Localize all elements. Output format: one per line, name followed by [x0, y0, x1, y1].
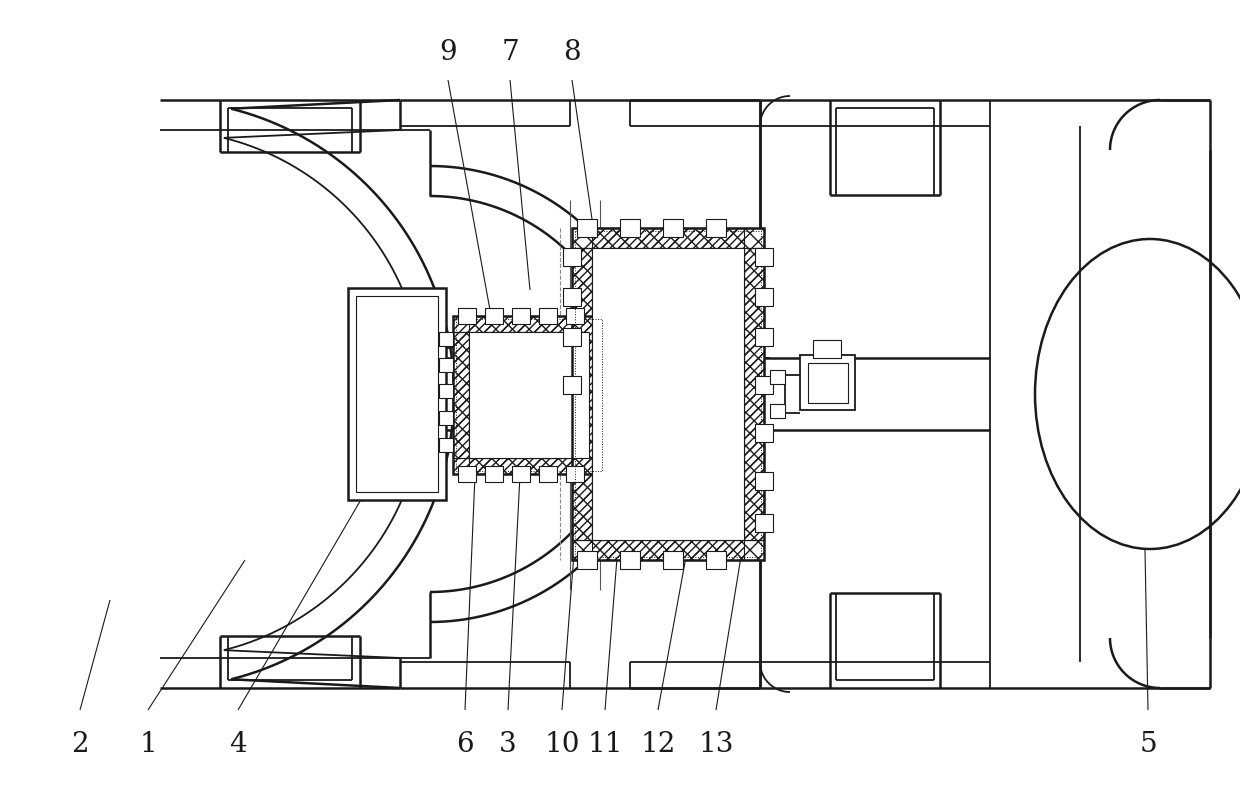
Bar — [744, 248, 764, 540]
Bar — [572, 248, 591, 540]
Bar — [575, 231, 761, 557]
Bar — [453, 332, 469, 458]
Bar — [591, 248, 744, 540]
Bar — [800, 355, 856, 410]
Bar — [620, 551, 640, 569]
Text: 13: 13 — [698, 731, 734, 759]
Bar — [539, 466, 557, 482]
Text: 1: 1 — [139, 731, 157, 759]
Text: 12: 12 — [640, 731, 676, 759]
Bar — [563, 376, 582, 394]
Bar — [663, 219, 683, 237]
Text: 10: 10 — [544, 731, 580, 759]
Bar — [755, 472, 773, 490]
Bar — [591, 228, 744, 248]
Bar — [755, 248, 773, 266]
Bar — [755, 376, 773, 394]
Text: 4: 4 — [229, 731, 247, 759]
Bar — [458, 466, 476, 482]
Bar — [663, 551, 683, 569]
Bar — [572, 540, 764, 560]
Bar — [577, 551, 596, 569]
Bar — [439, 411, 453, 425]
Bar — [589, 332, 605, 458]
Bar — [565, 308, 584, 324]
Bar — [563, 288, 582, 306]
Bar — [453, 458, 605, 474]
Bar — [485, 466, 503, 482]
Bar — [469, 316, 589, 332]
Bar — [469, 332, 589, 458]
Bar — [512, 308, 529, 324]
Bar — [456, 319, 601, 471]
Bar — [469, 458, 589, 474]
Bar — [591, 540, 744, 560]
Bar — [453, 332, 469, 458]
Bar — [439, 438, 453, 452]
Bar — [563, 248, 582, 266]
Text: 6: 6 — [456, 731, 474, 759]
Bar — [706, 551, 725, 569]
Text: 9: 9 — [439, 39, 456, 65]
Bar — [744, 248, 764, 540]
Text: 2: 2 — [71, 731, 89, 759]
Bar — [755, 424, 773, 442]
Bar — [439, 332, 453, 346]
Bar — [453, 316, 605, 332]
Bar — [539, 308, 557, 324]
Bar — [458, 308, 476, 324]
Bar — [572, 228, 764, 248]
Bar — [348, 288, 446, 500]
Bar — [770, 370, 785, 384]
Bar — [577, 219, 596, 237]
Bar — [770, 404, 785, 418]
Bar — [439, 358, 453, 372]
Bar — [439, 384, 453, 398]
Text: 3: 3 — [500, 731, 517, 759]
Bar — [808, 363, 848, 403]
Text: 8: 8 — [563, 39, 580, 65]
Bar — [755, 288, 773, 306]
Bar — [620, 219, 640, 237]
Text: 11: 11 — [588, 731, 622, 759]
Bar — [356, 296, 438, 492]
Bar — [706, 219, 725, 237]
Bar — [485, 308, 503, 324]
Text: 5: 5 — [1140, 731, 1157, 759]
Bar — [755, 514, 773, 532]
Bar — [572, 248, 591, 540]
Text: 7: 7 — [501, 39, 518, 65]
Bar — [813, 340, 841, 358]
Bar — [512, 466, 529, 482]
Bar — [453, 316, 605, 474]
Bar — [572, 228, 764, 560]
Bar — [563, 328, 582, 346]
Bar — [565, 466, 584, 482]
Bar — [755, 328, 773, 346]
